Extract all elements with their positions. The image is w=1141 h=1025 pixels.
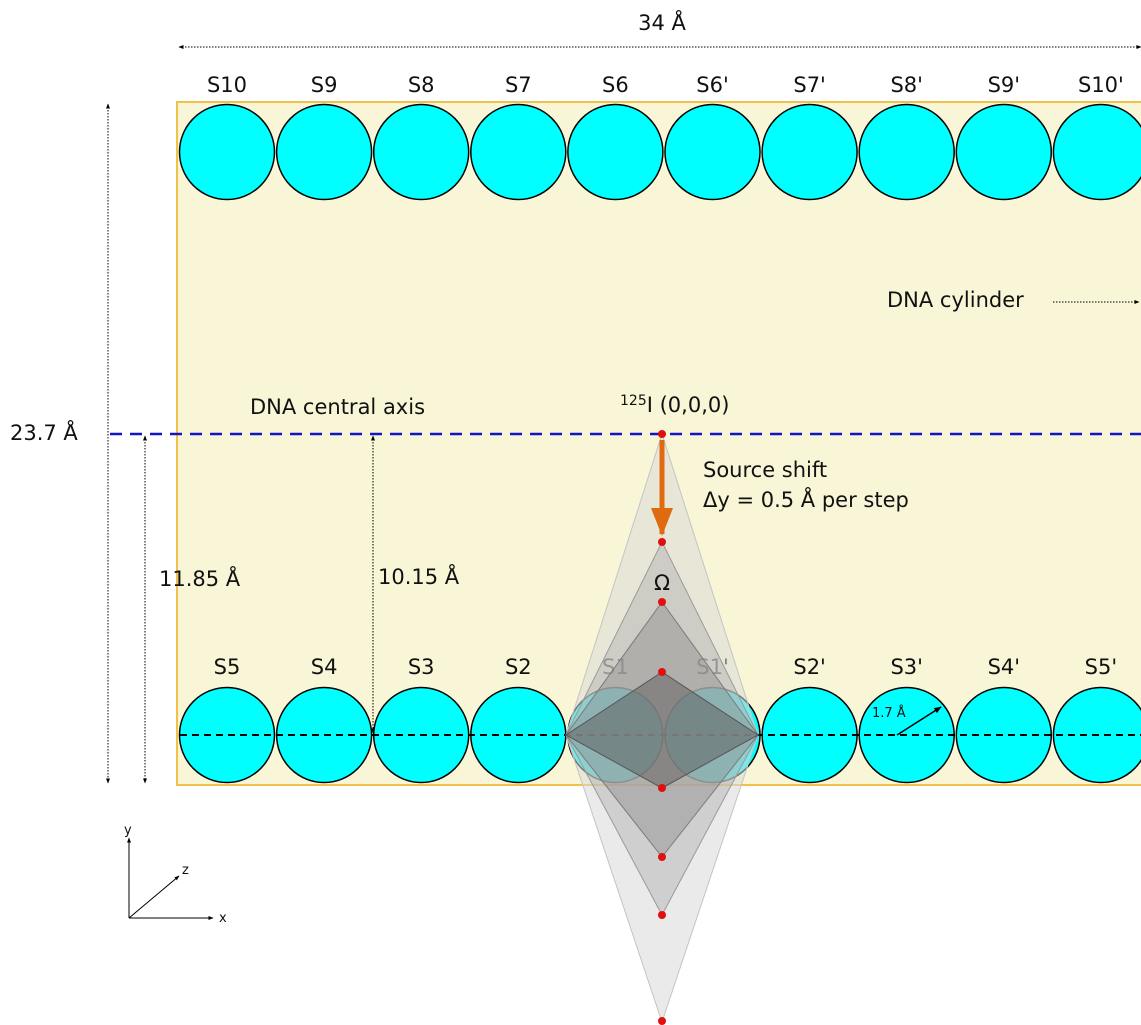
- sphere-label: S3': [890, 655, 922, 679]
- sphere-label: S6': [696, 73, 728, 97]
- source-point: [658, 538, 666, 546]
- source-shift-arrowhead: [651, 508, 673, 536]
- y-axis-label: y: [124, 823, 132, 838]
- sphere-top-2: [372, 103, 470, 201]
- sphere-bottom-0: [178, 686, 276, 784]
- dna-central-axis-label: DNA central axis: [250, 395, 425, 419]
- sphere-label: S10': [1078, 73, 1124, 97]
- sphere-label: S9: [311, 73, 338, 97]
- sphere-top-5: [664, 103, 761, 201]
- sphere-label: S7': [793, 73, 825, 97]
- sphere-label: S10: [207, 73, 247, 97]
- sphere-top-9: [1052, 103, 1141, 201]
- sphere-label: S8: [408, 73, 435, 97]
- source-shift-step: Δy = 0.5 Å per step: [703, 486, 909, 512]
- sphere-top-6: [761, 103, 858, 201]
- sphere-top-4: [567, 103, 664, 201]
- sphere-label: S2: [505, 655, 532, 679]
- source-shift-title: Source shift: [703, 458, 827, 482]
- radius-label: 1.7 Å: [872, 705, 906, 721]
- sphere-top-1: [275, 103, 373, 201]
- sphere-label: S5': [1085, 655, 1117, 679]
- axis-distance-label: 10.15 Å: [378, 563, 460, 589]
- source-label: 125I (0,0,0): [620, 393, 729, 417]
- sphere-top-7: [858, 103, 955, 201]
- source-point: [658, 430, 666, 438]
- sphere-label: S3: [408, 655, 435, 679]
- sphere-top-3: [470, 103, 567, 201]
- source-point: [658, 853, 666, 861]
- sphere-bottom-8: [955, 686, 1053, 784]
- source-point: [658, 1017, 666, 1025]
- height-label: 23.7 Å: [10, 419, 78, 445]
- top-sphere-row: S10 S9 S8 S7 S6 S6' S7' S8' S9' S10': [178, 73, 1141, 201]
- omega-label: Ω: [654, 571, 670, 595]
- source-point: [658, 911, 666, 919]
- source-point: [658, 668, 666, 676]
- x-axis-label: x: [219, 911, 227, 926]
- radius-arrow: [896, 706, 942, 736]
- sphere-label: S7: [505, 73, 532, 97]
- sphere-label: S2': [793, 655, 825, 679]
- half-height-label: 11.85 Å: [159, 565, 241, 591]
- sphere-label: S8': [890, 73, 922, 97]
- sphere-label: S4: [311, 655, 338, 679]
- source-positions: [658, 430, 666, 1025]
- sphere-label: S9': [988, 73, 1020, 97]
- solid-angle-cones: [565, 432, 759, 1024]
- source-point: [658, 784, 666, 792]
- width-label: 34 Å: [638, 9, 686, 35]
- sphere-label: S4': [988, 655, 1020, 679]
- sphere-top-0: [178, 103, 276, 201]
- sphere-top-8: [955, 103, 1053, 201]
- source-point: [658, 598, 666, 606]
- coordinate-axes: y x z: [124, 823, 227, 926]
- sphere-label: S5: [214, 655, 241, 679]
- z-axis-label: z: [182, 863, 189, 878]
- sphere-label: S6: [602, 73, 629, 97]
- dna-cylinder-label: DNA cylinder: [887, 288, 1024, 312]
